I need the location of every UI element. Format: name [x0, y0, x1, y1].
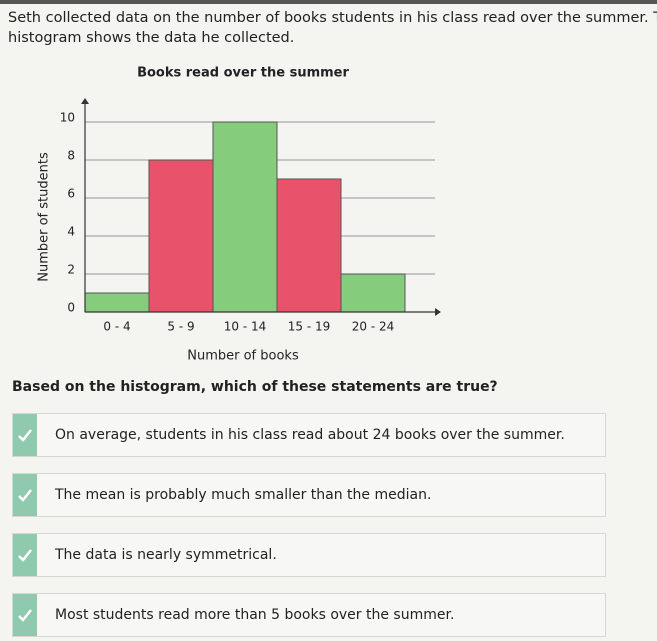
x-tick-label: 20 - 24 — [352, 320, 395, 334]
check-box[interactable] — [13, 534, 37, 576]
check-box[interactable] — [13, 474, 37, 516]
intro-line: histogram shows the data he collected. — [8, 30, 295, 46]
check-icon — [18, 609, 32, 622]
question: Based on the histogram, which of these s… — [12, 379, 498, 395]
answer-option[interactable]: The data is nearly symmetrical. — [12, 533, 606, 577]
bar — [84, 292, 150, 313]
y-axis-arrow — [81, 98, 89, 104]
check-icon — [18, 429, 32, 442]
option-text: The mean is probably much smaller than t… — [55, 487, 432, 503]
y-tick-label: 10 — [60, 111, 75, 125]
bar — [340, 273, 406, 313]
option-text: The data is nearly symmetrical. — [55, 547, 277, 563]
x-tick-label: 10 - 14 — [224, 320, 267, 334]
answer-option[interactable]: The mean is probably much smaller than t… — [12, 473, 606, 517]
x-tick-label: 5 - 9 — [167, 320, 194, 334]
intro-line: Seth collected data on the number of boo… — [8, 10, 657, 26]
y-axis-label: Number of students — [37, 152, 52, 282]
check-box[interactable] — [13, 594, 37, 636]
x-axis-arrow — [435, 308, 441, 316]
x-axis-label: Number of books — [187, 349, 299, 361]
bar — [148, 159, 214, 313]
bar — [276, 178, 342, 313]
check-icon — [18, 549, 32, 562]
check-icon — [18, 489, 32, 502]
option-text: On average, students in his class read a… — [55, 427, 565, 443]
answer-option[interactable]: On average, students in his class read a… — [12, 413, 606, 457]
x-tick-label: 0 - 4 — [103, 320, 130, 334]
x-tick-label: 15 - 19 — [288, 320, 331, 334]
chart-title: Books read over the summer — [137, 66, 349, 81]
y-tick-label: 8 — [67, 149, 75, 163]
y-tick-label: 0 — [67, 301, 75, 315]
y-tick-label: 2 — [67, 263, 75, 277]
option-text: Most students read more than 5 books ove… — [55, 607, 455, 623]
answer-option[interactable]: Most students read more than 5 books ove… — [12, 593, 606, 637]
y-tick-label: 4 — [67, 225, 75, 239]
y-tick-label: 6 — [67, 187, 75, 201]
chart: Books read over the summer Number of boo… — [37, 66, 441, 361]
top-bar — [0, 0, 657, 4]
check-box[interactable] — [13, 414, 37, 456]
bar — [212, 121, 278, 313]
